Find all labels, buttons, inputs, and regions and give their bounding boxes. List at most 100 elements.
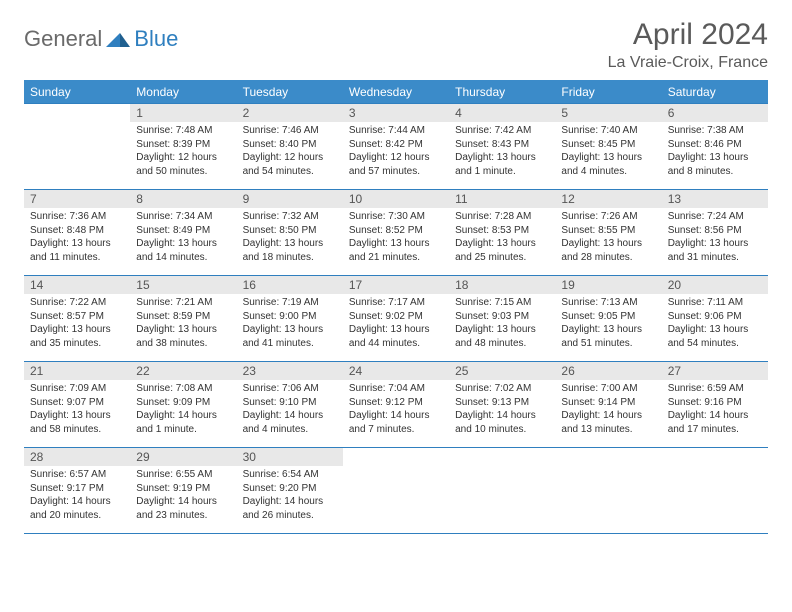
sunset-line: Sunset: 8:39 PM [136, 138, 230, 152]
sunrise-line: Sunrise: 7:15 AM [455, 296, 549, 310]
day-number: 14 [24, 276, 130, 294]
sunset-line: Sunset: 9:07 PM [30, 396, 124, 410]
daylight-line: Daylight: 13 hours and 44 minutes. [349, 323, 443, 350]
sunset-line: Sunset: 8:49 PM [136, 224, 230, 238]
calendar-cell: 11Sunrise: 7:28 AMSunset: 8:53 PMDayligh… [449, 190, 555, 276]
day-details: Sunrise: 7:34 AMSunset: 8:49 PMDaylight:… [130, 208, 236, 268]
calendar-cell: 21Sunrise: 7:09 AMSunset: 9:07 PMDayligh… [24, 362, 130, 448]
sunrise-line: Sunrise: 7:36 AM [30, 210, 124, 224]
daylight-line: Daylight: 13 hours and 48 minutes. [455, 323, 549, 350]
calendar-cell: 24Sunrise: 7:04 AMSunset: 9:12 PMDayligh… [343, 362, 449, 448]
day-details: Sunrise: 6:59 AMSunset: 9:16 PMDaylight:… [662, 380, 768, 440]
calendar-cell: 15Sunrise: 7:21 AMSunset: 8:59 PMDayligh… [130, 276, 236, 362]
sunset-line: Sunset: 8:59 PM [136, 310, 230, 324]
day-details: Sunrise: 7:30 AMSunset: 8:52 PMDaylight:… [343, 208, 449, 268]
calendar-cell: 17Sunrise: 7:17 AMSunset: 9:02 PMDayligh… [343, 276, 449, 362]
day-details: Sunrise: 7:44 AMSunset: 8:42 PMDaylight:… [343, 122, 449, 182]
sunset-line: Sunset: 9:09 PM [136, 396, 230, 410]
day-number: 30 [237, 448, 343, 466]
day-details: Sunrise: 7:38 AMSunset: 8:46 PMDaylight:… [662, 122, 768, 182]
weekday-header: Wednesday [343, 81, 449, 104]
day-number: 26 [555, 362, 661, 380]
sunset-line: Sunset: 9:06 PM [668, 310, 762, 324]
calendar-cell: 30Sunrise: 6:54 AMSunset: 9:20 PMDayligh… [237, 448, 343, 534]
title-block: April 2024 La Vraie-Croix, France [608, 18, 768, 72]
sunset-line: Sunset: 9:02 PM [349, 310, 443, 324]
sunset-line: Sunset: 8:56 PM [668, 224, 762, 238]
sunset-line: Sunset: 8:48 PM [30, 224, 124, 238]
day-number: 19 [555, 276, 661, 294]
day-number: 10 [343, 190, 449, 208]
sunrise-line: Sunrise: 6:57 AM [30, 468, 124, 482]
daylight-line: Daylight: 13 hours and 35 minutes. [30, 323, 124, 350]
logo-triangle-icon [106, 31, 130, 47]
calendar-cell [555, 448, 661, 534]
sunset-line: Sunset: 8:43 PM [455, 138, 549, 152]
day-number: 1 [130, 104, 236, 122]
sunrise-line: Sunrise: 7:30 AM [349, 210, 443, 224]
day-number: 6 [662, 104, 768, 122]
weekday-header: Saturday [662, 81, 768, 104]
sunset-line: Sunset: 9:00 PM [243, 310, 337, 324]
calendar-cell: 22Sunrise: 7:08 AMSunset: 9:09 PMDayligh… [130, 362, 236, 448]
day-number: 29 [130, 448, 236, 466]
calendar-cell: 5Sunrise: 7:40 AMSunset: 8:45 PMDaylight… [555, 104, 661, 190]
day-number: 28 [24, 448, 130, 466]
calendar-cell: 28Sunrise: 6:57 AMSunset: 9:17 PMDayligh… [24, 448, 130, 534]
sunrise-line: Sunrise: 7:11 AM [668, 296, 762, 310]
daylight-line: Daylight: 13 hours and 38 minutes. [136, 323, 230, 350]
day-number: 20 [662, 276, 768, 294]
sunrise-line: Sunrise: 7:08 AM [136, 382, 230, 396]
sunset-line: Sunset: 8:57 PM [30, 310, 124, 324]
sunrise-line: Sunrise: 7:44 AM [349, 124, 443, 138]
sunset-line: Sunset: 9:19 PM [136, 482, 230, 496]
daylight-line: Daylight: 13 hours and 28 minutes. [561, 237, 655, 264]
day-number: 27 [662, 362, 768, 380]
calendar-cell: 4Sunrise: 7:42 AMSunset: 8:43 PMDaylight… [449, 104, 555, 190]
sunrise-line: Sunrise: 6:59 AM [668, 382, 762, 396]
sunrise-line: Sunrise: 6:54 AM [243, 468, 337, 482]
day-number: 11 [449, 190, 555, 208]
sunrise-line: Sunrise: 7:19 AM [243, 296, 337, 310]
day-details: Sunrise: 7:46 AMSunset: 8:40 PMDaylight:… [237, 122, 343, 182]
daylight-line: Daylight: 14 hours and 1 minute. [136, 409, 230, 436]
daylight-line: Daylight: 13 hours and 11 minutes. [30, 237, 124, 264]
calendar-cell: 27Sunrise: 6:59 AMSunset: 9:16 PMDayligh… [662, 362, 768, 448]
calendar-cell: 3Sunrise: 7:44 AMSunset: 8:42 PMDaylight… [343, 104, 449, 190]
sunset-line: Sunset: 9:20 PM [243, 482, 337, 496]
weekday-header: Thursday [449, 81, 555, 104]
day-details: Sunrise: 7:48 AMSunset: 8:39 PMDaylight:… [130, 122, 236, 182]
sunrise-line: Sunrise: 7:42 AM [455, 124, 549, 138]
sunset-line: Sunset: 8:53 PM [455, 224, 549, 238]
sunrise-line: Sunrise: 7:46 AM [243, 124, 337, 138]
day-number: 4 [449, 104, 555, 122]
daylight-line: Daylight: 14 hours and 7 minutes. [349, 409, 443, 436]
daylight-line: Daylight: 13 hours and 14 minutes. [136, 237, 230, 264]
day-number: 21 [24, 362, 130, 380]
daylight-line: Daylight: 13 hours and 18 minutes. [243, 237, 337, 264]
sunrise-line: Sunrise: 6:55 AM [136, 468, 230, 482]
sunset-line: Sunset: 9:10 PM [243, 396, 337, 410]
day-details: Sunrise: 7:32 AMSunset: 8:50 PMDaylight:… [237, 208, 343, 268]
daylight-line: Daylight: 13 hours and 41 minutes. [243, 323, 337, 350]
daylight-line: Daylight: 14 hours and 13 minutes. [561, 409, 655, 436]
weekday-header: Tuesday [237, 81, 343, 104]
sunset-line: Sunset: 9:03 PM [455, 310, 549, 324]
daylight-line: Daylight: 13 hours and 4 minutes. [561, 151, 655, 178]
day-number: 23 [237, 362, 343, 380]
calendar-cell: 26Sunrise: 7:00 AMSunset: 9:14 PMDayligh… [555, 362, 661, 448]
logo-text-blue: Blue [134, 26, 178, 52]
weekday-header: Monday [130, 81, 236, 104]
daylight-line: Daylight: 13 hours and 31 minutes. [668, 237, 762, 264]
day-number: 5 [555, 104, 661, 122]
sunset-line: Sunset: 8:50 PM [243, 224, 337, 238]
logo-text-general: General [24, 26, 102, 52]
day-number: 12 [555, 190, 661, 208]
sunrise-line: Sunrise: 7:24 AM [668, 210, 762, 224]
day-details: Sunrise: 7:11 AMSunset: 9:06 PMDaylight:… [662, 294, 768, 354]
sunrise-line: Sunrise: 7:04 AM [349, 382, 443, 396]
day-number: 24 [343, 362, 449, 380]
sunrise-line: Sunrise: 7:48 AM [136, 124, 230, 138]
calendar-cell: 9Sunrise: 7:32 AMSunset: 8:50 PMDaylight… [237, 190, 343, 276]
daylight-line: Daylight: 13 hours and 51 minutes. [561, 323, 655, 350]
